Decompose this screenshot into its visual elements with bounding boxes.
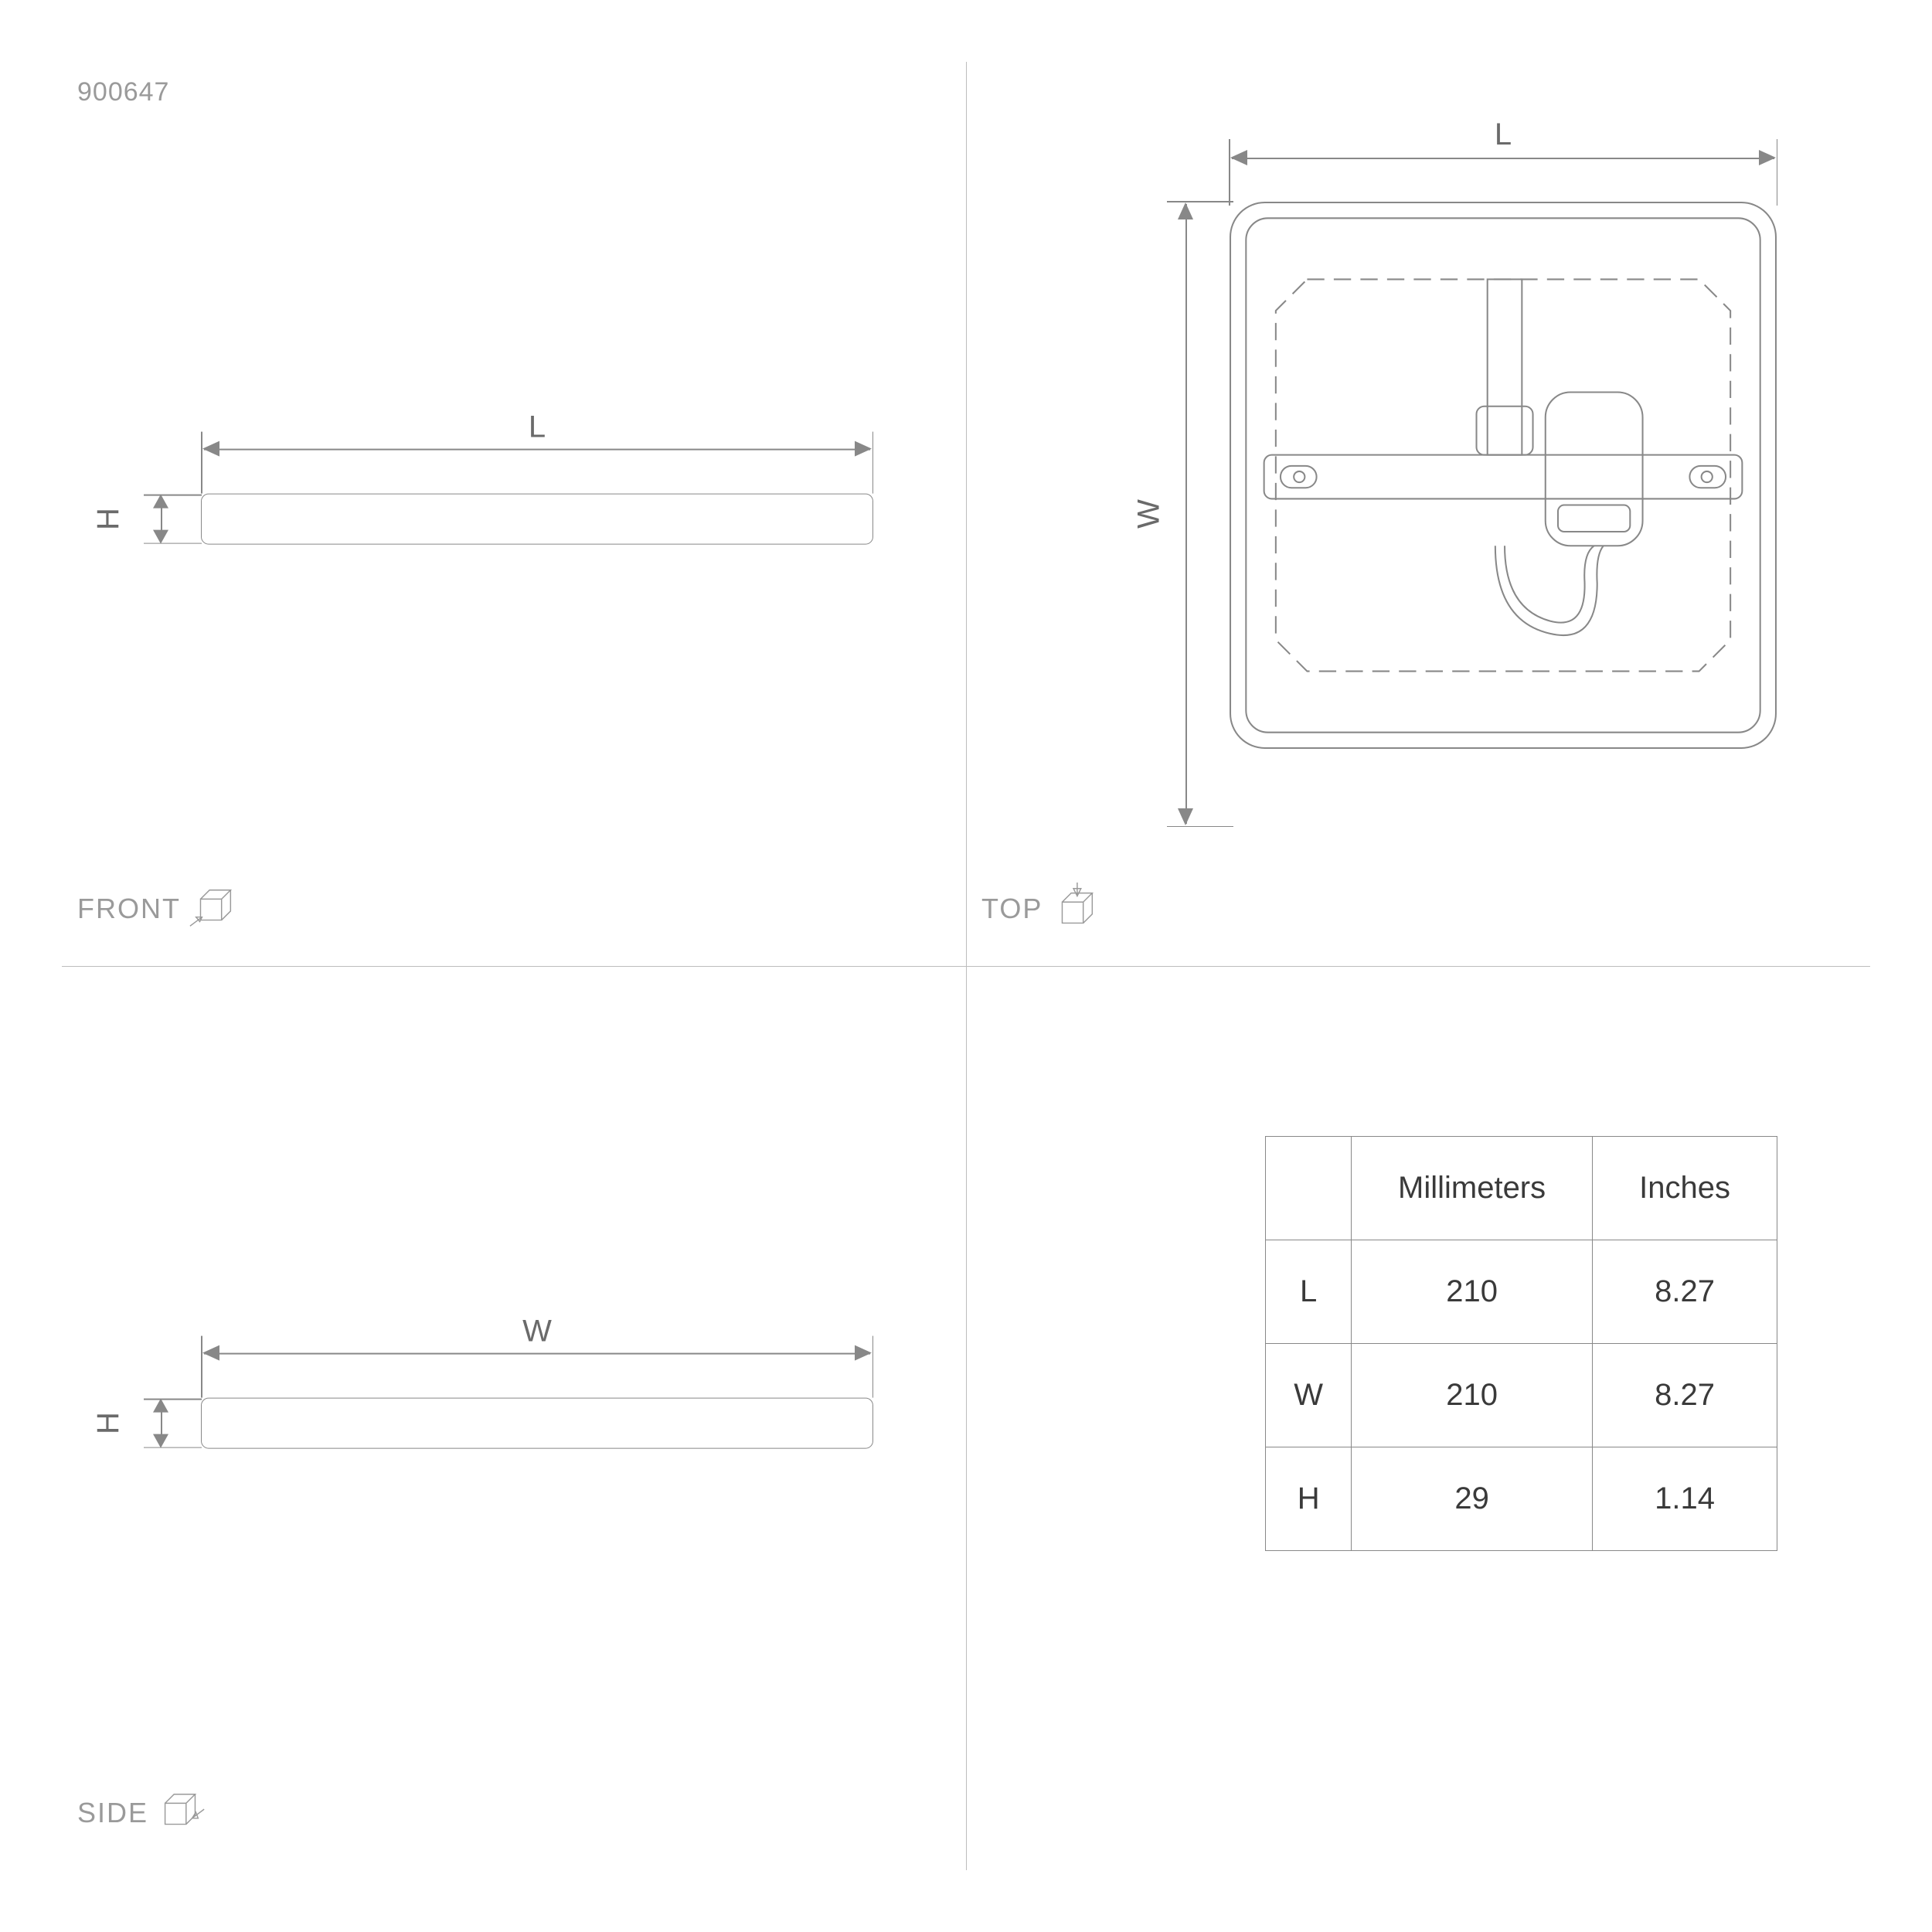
top-dim-length-label: L <box>1229 117 1777 152</box>
side-dim-width: W <box>201 1336 873 1383</box>
front-dim-height-label: H <box>91 508 126 530</box>
dimensions-table-panel: Millimeters Inches L 210 8.27 W 210 8.27 <box>966 966 1870 1870</box>
table-in: 1.14 <box>1593 1447 1777 1551</box>
front-dim-length-label: L <box>201 410 873 445</box>
side-profile: H <box>201 1398 873 1449</box>
top-cube-icon <box>1049 883 1101 935</box>
table-key: H <box>1266 1447 1352 1551</box>
part-number: 900647 <box>77 77 169 107</box>
table-mm: 210 <box>1352 1344 1593 1447</box>
top-dim-width: W <box>1167 201 1221 827</box>
table-header-blank <box>1266 1137 1352 1240</box>
front-dim-length: L <box>201 432 873 478</box>
table-key: W <box>1266 1344 1352 1447</box>
top-view-drawing <box>1229 201 1777 750</box>
top-dim-width-label: W <box>1131 499 1166 529</box>
dimensions-table: Millimeters Inches L 210 8.27 W 210 8.27 <box>1265 1136 1777 1551</box>
front-profile: H <box>201 494 873 545</box>
top-view-label: TOP <box>981 883 1101 935</box>
table-row: L 210 8.27 <box>1266 1240 1777 1344</box>
table-header-row: Millimeters Inches <box>1266 1137 1777 1240</box>
table-header-mm: Millimeters <box>1352 1137 1593 1240</box>
front-view-label-text: FRONT <box>77 893 181 925</box>
front-dim-height: H <box>128 495 175 544</box>
side-cube-icon <box>155 1787 207 1839</box>
side-view-label: SIDE <box>77 1787 207 1839</box>
table-mm: 29 <box>1352 1447 1593 1551</box>
side-dim-height-label: H <box>91 1412 126 1434</box>
table-in: 8.27 <box>1593 1240 1777 1344</box>
table-header-in: Inches <box>1593 1137 1777 1240</box>
side-view-panel: W H SIDE <box>62 966 966 1870</box>
top-view: L W <box>1167 139 1777 827</box>
front-view-label: FRONT <box>77 883 240 935</box>
sheet-grid: 900647 L H FRONT <box>62 62 1870 1870</box>
side-dim-width-label: W <box>201 1315 873 1349</box>
table-row: H 29 1.14 <box>1266 1447 1777 1551</box>
drawing-sheet: 900647 L H FRONT <box>0 0 1932 1932</box>
table-mm: 210 <box>1352 1240 1593 1344</box>
side-view-label-text: SIDE <box>77 1797 148 1829</box>
table-key: L <box>1266 1240 1352 1344</box>
table-row: W 210 8.27 <box>1266 1344 1777 1447</box>
front-cube-icon <box>187 883 240 935</box>
top-view-panel: L W <box>966 62 1870 966</box>
front-view: L H <box>201 494 873 545</box>
front-view-panel: 900647 L H FRONT <box>62 62 966 966</box>
top-dim-length: L <box>1229 139 1777 193</box>
top-view-label-text: TOP <box>981 893 1043 925</box>
side-view: W H <box>201 1398 873 1449</box>
side-dim-height: H <box>128 1399 175 1448</box>
table-in: 8.27 <box>1593 1344 1777 1447</box>
